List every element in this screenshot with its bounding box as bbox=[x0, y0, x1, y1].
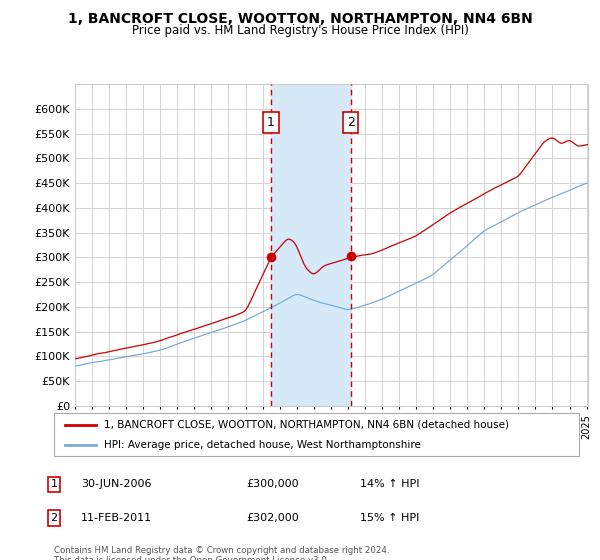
Text: 1, BANCROFT CLOSE, WOOTTON, NORTHAMPTON, NN4 6BN: 1, BANCROFT CLOSE, WOOTTON, NORTHAMPTON,… bbox=[68, 12, 532, 26]
Text: 1: 1 bbox=[267, 116, 275, 129]
Text: 2: 2 bbox=[50, 513, 58, 523]
Text: £300,000: £300,000 bbox=[246, 479, 299, 489]
Text: 14% ↑ HPI: 14% ↑ HPI bbox=[360, 479, 419, 489]
Text: 15% ↑ HPI: 15% ↑ HPI bbox=[360, 513, 419, 523]
Text: 11-FEB-2011: 11-FEB-2011 bbox=[81, 513, 152, 523]
Text: Contains HM Land Registry data © Crown copyright and database right 2024.
This d: Contains HM Land Registry data © Crown c… bbox=[54, 546, 389, 560]
Text: 30-JUN-2006: 30-JUN-2006 bbox=[81, 479, 151, 489]
Text: Price paid vs. HM Land Registry's House Price Index (HPI): Price paid vs. HM Land Registry's House … bbox=[131, 24, 469, 36]
Text: 1, BANCROFT CLOSE, WOOTTON, NORTHAMPTON, NN4 6BN (detached house): 1, BANCROFT CLOSE, WOOTTON, NORTHAMPTON,… bbox=[104, 419, 509, 430]
Text: 1: 1 bbox=[50, 479, 58, 489]
Text: 2: 2 bbox=[347, 116, 355, 129]
Bar bbox=[271, 84, 350, 406]
Text: £302,000: £302,000 bbox=[246, 513, 299, 523]
Text: HPI: Average price, detached house, West Northamptonshire: HPI: Average price, detached house, West… bbox=[104, 440, 421, 450]
